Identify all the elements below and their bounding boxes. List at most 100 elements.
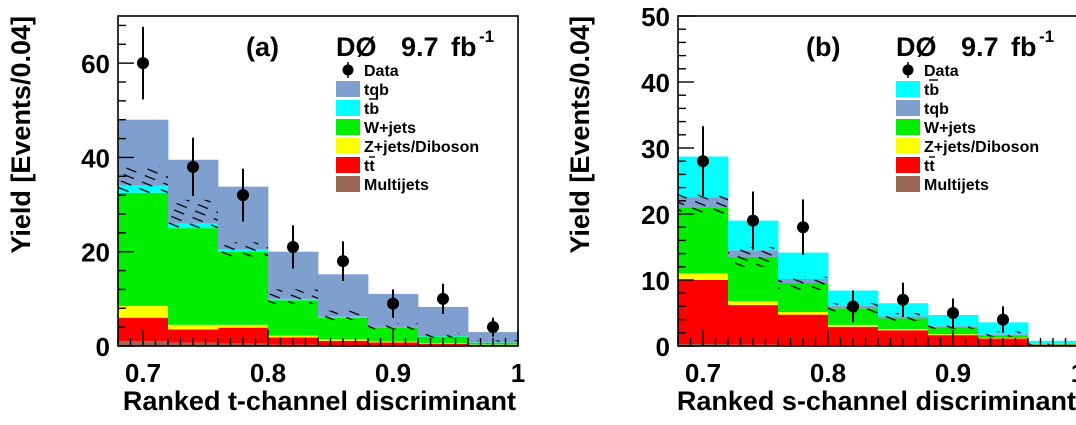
data-point-2 [237, 189, 249, 201]
uncertainty-band-bin-4 [318, 311, 368, 320]
uncertainty-band-bin-5 [368, 323, 418, 329]
legend-label-ttbar: tt [924, 158, 935, 175]
lumi-value: 9.7 [401, 32, 439, 62]
data-point-4 [337, 255, 349, 267]
data-point-1 [187, 161, 199, 173]
legend-label-wjets: W+jets [924, 120, 976, 137]
data-point-5 [947, 307, 959, 319]
legend-label-multijets: Multijets [924, 177, 989, 194]
uncertainty-band-bin-2 [218, 242, 268, 256]
experiment-label: DØ [896, 32, 937, 62]
legend-data-marker [343, 65, 354, 76]
legend-label-ttbar: tt [364, 158, 375, 175]
data-point-0 [137, 57, 149, 69]
legend-swatch-zjets [896, 138, 920, 154]
y-tick-label: 10 [641, 266, 670, 296]
x-tick-label: 0.8 [810, 358, 846, 388]
data-point-4 [897, 294, 909, 306]
bar-zjets-bin-0 [678, 273, 728, 280]
bar-zjets-bin-4 [878, 329, 928, 330]
legend-label-tb: tb [924, 82, 939, 99]
legend-label-data: Data [924, 63, 959, 80]
lumi-exponent: -1 [479, 27, 494, 46]
legend-label-zjets: Z+jets/Diboson [364, 139, 479, 156]
data-point-3 [847, 300, 859, 312]
data-point-2 [797, 221, 809, 233]
legend-swatch-ttbar [336, 157, 360, 173]
bar-zjets-bin-3 [268, 336, 318, 338]
legend-swatch-tb [336, 100, 360, 116]
legend-label-wjets: W+jets [364, 120, 416, 137]
legend-swatch-wjets [336, 119, 360, 135]
lumi-exponent: -1 [1039, 27, 1054, 46]
legend-swatch-ttbar [896, 157, 920, 173]
y-tick-label: 40 [81, 143, 110, 173]
uncertainty-band-bin-0 [118, 167, 168, 195]
x-tick-label: 1 [1071, 358, 1076, 388]
data-point-5 [387, 298, 399, 310]
uncertainty-band-bin-1 [728, 247, 778, 267]
data-point-6 [437, 293, 449, 305]
y-tick-label: 0 [656, 332, 670, 362]
uncertainty-band-bin-3 [268, 289, 318, 303]
legend-label-tqb: tqb [364, 82, 389, 99]
y-tick-label: 20 [81, 238, 110, 268]
lumi-value: 9.7 [961, 32, 999, 62]
data-point-6 [997, 314, 1009, 326]
legend-swatch-multijets [336, 176, 360, 192]
uncertainty-band-bin-1 [168, 200, 218, 228]
y-axis-label: Yield [Events/0.04] [6, 16, 36, 254]
bar-zjets-bin-2 [778, 312, 828, 315]
data-point-7 [487, 321, 499, 333]
y-axis-label: Yield [Events/0.04] [565, 16, 595, 254]
bar-zjets-bin-1 [728, 301, 778, 305]
x-axis-label: Ranked s-channel discriminant [677, 386, 1076, 416]
legend-swatch-wjets [896, 119, 920, 135]
lumi-unit: fb [451, 32, 476, 62]
legend-data-marker [903, 65, 914, 76]
legend-swatch-tqb [896, 100, 920, 116]
legend-label-tqb: tqb [924, 101, 949, 118]
plot-area [678, 157, 1076, 346]
legend-label-tb: tb [364, 101, 379, 118]
legend-label-multijets: Multijets [364, 177, 429, 194]
data-point-0 [697, 155, 709, 167]
legend-label-data: Data [364, 63, 399, 80]
y-tick-label: 40 [641, 68, 670, 98]
uncertainty-band-bin-2 [778, 277, 828, 290]
legend-swatch-zjets [336, 138, 360, 154]
bar-tb-bin-2 [778, 253, 828, 279]
y-tick-label: 60 [81, 49, 110, 79]
uncertainty-band-bin-0 [678, 194, 728, 214]
data-point-1 [747, 215, 759, 227]
bar-zjets-bin-3 [828, 325, 878, 327]
panel-label: (b) [806, 32, 840, 62]
x-tick-label: 0.9 [375, 358, 411, 388]
y-tick-label: 50 [641, 2, 670, 32]
y-tick-label: 0 [96, 332, 110, 362]
bar-wjets-bin-1 [168, 228, 218, 325]
y-tick-label: 20 [641, 200, 670, 230]
bar-zjets-bin-2 [218, 325, 268, 328]
legend-swatch-tb [896, 81, 920, 97]
x-tick-label: 0.8 [250, 358, 286, 388]
x-axis-label: Ranked t-channel discriminant [123, 386, 516, 416]
uncertainty-band-bin-6 [418, 333, 468, 338]
y-tick-label: 30 [641, 134, 670, 164]
x-tick-label: 1 [511, 358, 525, 388]
bar-wjets-bin-4 [318, 318, 368, 340]
bar-wjets-bin-2 [218, 252, 268, 325]
legend-label-zjets: Z+jets/Diboson [924, 139, 1039, 156]
lumi-unit: fb [1011, 32, 1036, 62]
x-tick-label: 0.7 [685, 358, 721, 388]
panel-label: (a) [246, 32, 279, 62]
x-tick-label: 0.9 [935, 358, 971, 388]
bar-wjets-bin-3 [268, 300, 318, 335]
bar-zjets-bin-1 [168, 325, 218, 330]
legend-swatch-tqb [336, 81, 360, 97]
x-tick-label: 0.7 [125, 358, 161, 388]
data-point-3 [287, 241, 299, 253]
